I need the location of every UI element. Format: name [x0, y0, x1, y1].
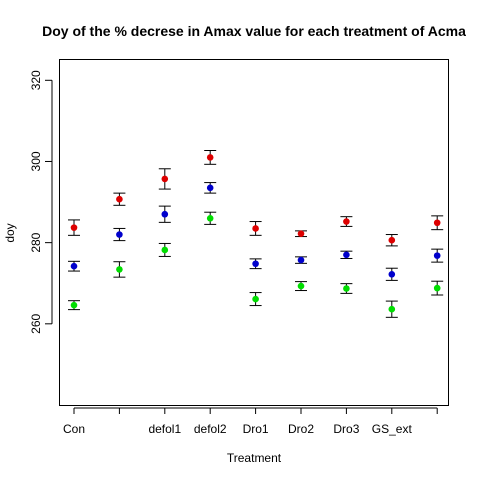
data-point [388, 305, 396, 313]
data-point [206, 154, 214, 161]
data-point [252, 225, 259, 232]
data-point [70, 224, 78, 231]
x-tick-label: Dro1 [243, 422, 269, 436]
data-point [161, 210, 169, 218]
data-point [388, 271, 396, 278]
data-point [433, 284, 441, 292]
data-points [70, 154, 441, 313]
data-point [388, 236, 396, 244]
error-bars [68, 150, 444, 318]
data-point [297, 282, 305, 290]
data-point [343, 218, 350, 225]
data-point [343, 251, 350, 259]
data-point [116, 231, 123, 238]
data-point [70, 301, 78, 309]
x-tick-label: defol2 [194, 422, 227, 436]
data-point [161, 175, 169, 183]
x-axis-label: Treatment [227, 451, 282, 465]
y-tick-label: 280 [29, 232, 43, 252]
data-point [116, 266, 123, 273]
data-point [70, 262, 78, 270]
data-point [206, 214, 214, 222]
y-axis-label: doy [3, 223, 17, 242]
x-axis: Con defol1 defol2 Dro1 Dro2 Dro3 GS_ext [63, 407, 438, 436]
data-point [343, 285, 350, 292]
x-tick-label: defol1 [148, 422, 181, 436]
x-tick-label: Con [63, 422, 85, 436]
data-point [252, 260, 259, 268]
data-point [433, 252, 441, 259]
data-point [297, 230, 305, 238]
data-point [116, 195, 123, 203]
chart-title: Doy of the % decrese in Amax value for e… [42, 23, 466, 39]
plot-frame [59, 59, 449, 406]
data-point [206, 184, 214, 192]
data-point [161, 246, 169, 254]
x-tick-label: GS_ext [372, 422, 413, 436]
y-axis: 260 280 300 320 [29, 70, 53, 334]
y-tick-label: 300 [29, 151, 43, 171]
y-tick-label: 320 [29, 70, 43, 90]
x-tick-label: Dro3 [333, 422, 359, 436]
data-point [433, 219, 441, 227]
data-point [252, 295, 259, 303]
data-point [297, 256, 305, 264]
y-tick-label: 260 [29, 313, 43, 333]
x-tick-label: Dro2 [288, 422, 314, 436]
